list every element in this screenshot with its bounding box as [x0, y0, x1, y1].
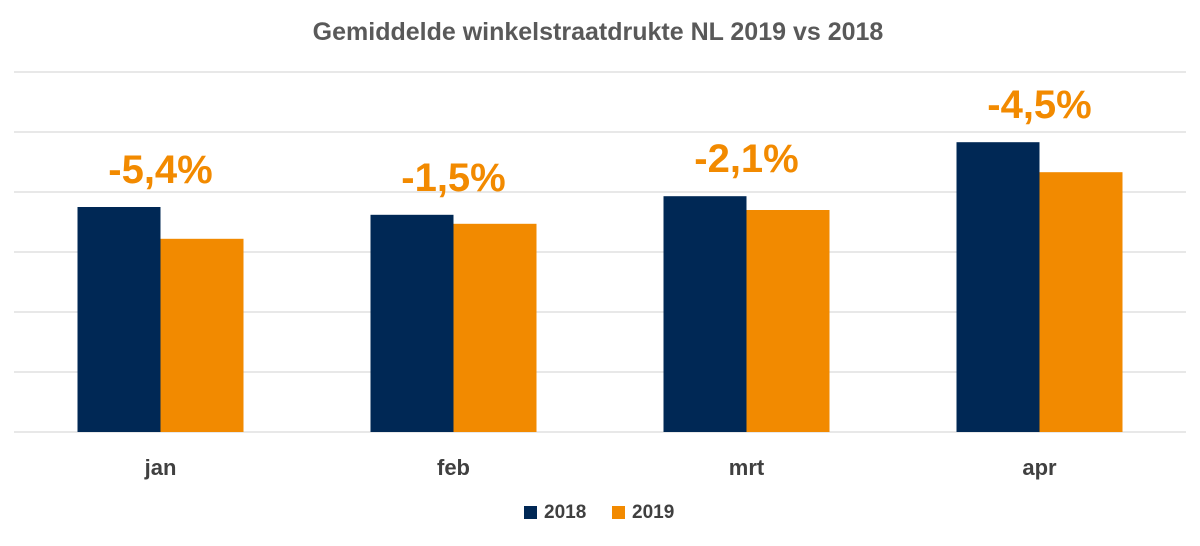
data-labels: -5,4% -1,5% -2,1% -4,5% — [108, 83, 1092, 200]
legend-label-2019: 2019 — [632, 502, 674, 523]
chart-title: Gemiddelde winkelstraatdrukte NL 2019 vs… — [313, 18, 884, 46]
legend-swatch-2018 — [524, 506, 537, 519]
bar-2019-feb — [453, 223, 537, 432]
legend-label-2018: 2018 — [544, 502, 586, 523]
data-label-mrt: -2,1% — [694, 137, 799, 181]
bar-2018-apr — [956, 142, 1040, 432]
bar-2018-feb — [370, 214, 454, 432]
bar-2019-mrt — [746, 210, 830, 432]
bar-2019-apr — [1039, 172, 1123, 432]
bars — [77, 142, 1123, 432]
data-label-feb: -1,5% — [401, 156, 506, 200]
legend: 2018 2019 — [524, 502, 674, 523]
data-label-apr: -4,5% — [987, 83, 1092, 127]
category-label-jan: jan — [144, 455, 177, 480]
data-label-jan: -5,4% — [108, 148, 213, 192]
category-label-apr: apr — [1022, 455, 1057, 480]
category-label-mrt: mrt — [729, 455, 765, 480]
bar-2018-mrt — [663, 196, 747, 432]
category-label-feb: feb — [437, 455, 470, 480]
bar-2019-jan — [160, 238, 244, 432]
legend-swatch-2019 — [612, 506, 625, 519]
category-labels: jan feb mrt apr — [144, 455, 1057, 480]
bar-2018-jan — [77, 207, 161, 432]
